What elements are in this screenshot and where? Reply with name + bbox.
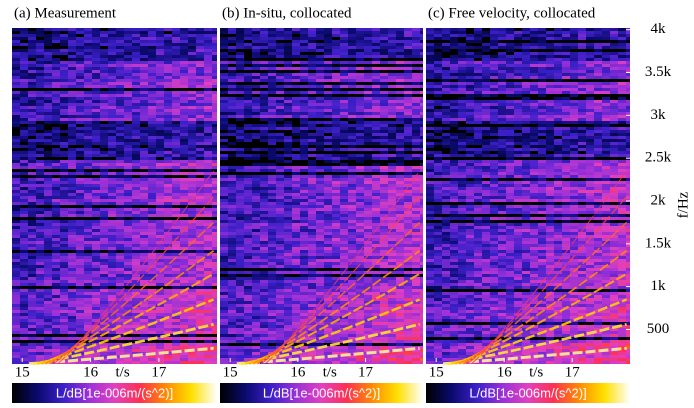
y-tick-label: 1.5k (645, 235, 672, 251)
x-tick-label: 17 (151, 364, 167, 380)
x-tick-label: 17 (565, 364, 581, 380)
panel-title: (a) Measurement (14, 5, 117, 21)
colorbar-label: L/dB[1e-006m/(s^2)] (56, 385, 173, 400)
x-tick-label: 15 (429, 364, 444, 380)
x-tick-label: 17 (358, 364, 374, 380)
x-axis-label: t/s (115, 364, 129, 380)
colorbar-label: L/dB[1e-006m/(s^2)] (469, 385, 586, 400)
x-axis-label: t/s (323, 364, 337, 380)
y-tick-label: 3k (651, 107, 667, 123)
x-tick-label: 15 (223, 364, 238, 380)
x-axis-label: t/s (529, 364, 543, 380)
y-tick-label: 4k (651, 21, 667, 37)
spectrogram (426, 28, 630, 364)
y-tick-label: 3.5k (645, 64, 672, 80)
x-tick-label: 16 (83, 364, 99, 380)
spectrogram (220, 28, 423, 364)
x-tick-label: 16 (497, 364, 513, 380)
x-tick-label: 16 (290, 364, 306, 380)
spectrogram (12, 28, 217, 364)
y-tick-label: 1k (651, 278, 667, 294)
y-tick-label: 2.5k (645, 150, 672, 166)
panel-title: (b) In-situ, collocated (222, 5, 352, 21)
x-tick-label: 15 (15, 364, 30, 380)
panel-title: (c) Free velocity, collocated (428, 5, 596, 21)
y-tick-label: 2k (651, 192, 667, 208)
y-tick-label: 500 (647, 321, 670, 337)
colorbar-label: L/dB[1e-006m/(s^2)] (263, 385, 380, 400)
y-axis-label: f/Hz (675, 191, 691, 218)
